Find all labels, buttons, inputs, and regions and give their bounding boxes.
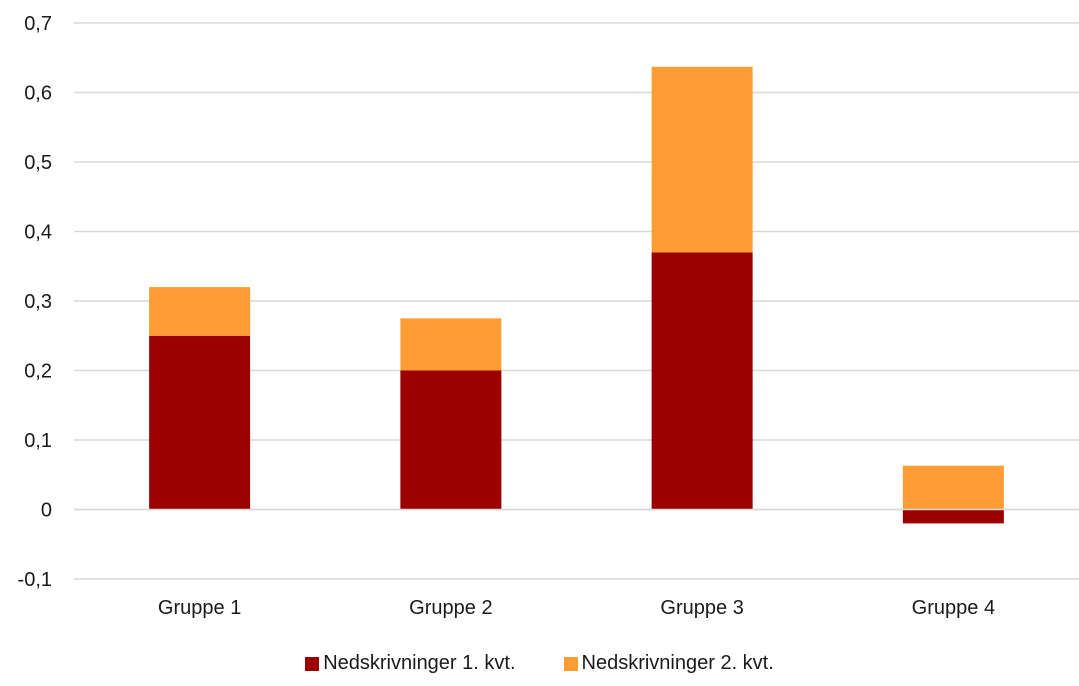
x-tick-label: Gruppe 1 <box>158 597 241 619</box>
legend-item-series-1: Nedskrivninger 1. kvt. <box>305 652 516 675</box>
bar-segment-series-2-category-4 <box>902 465 1004 510</box>
legend-item-series-2: Nedskrivninger 2. kvt. <box>563 652 774 675</box>
legend-swatch-series-2 <box>563 656 578 671</box>
bar-segment-series-2-category-1 <box>149 287 251 336</box>
stacked-bar-chart: -0,100,10,20,30,40,50,60,7 Gruppe 1 Grupp… <box>18 13 1079 619</box>
y-tick-label: 0,5 <box>24 152 52 174</box>
bar-segment-series-1-category-3 <box>651 252 753 510</box>
y-tick-label: 0 <box>41 500 52 522</box>
x-tick-label: Gruppe 3 <box>660 597 743 619</box>
bar-segment-series-1-category-2 <box>400 370 502 510</box>
bar-segment-series-2-category-2 <box>400 318 502 371</box>
y-tick-label: 0,4 <box>24 222 52 244</box>
y-tick-label: 0,7 <box>24 13 52 35</box>
x-tick-label: Gruppe 4 <box>912 597 995 619</box>
bars <box>74 66 1079 524</box>
legend-label-series-1: Nedskrivninger 1. kvt. <box>323 652 516 674</box>
y-tick-label: 0,2 <box>24 361 52 383</box>
x-tick-label: Gruppe 2 <box>409 597 492 619</box>
y-axis-labels: -0,1 0 0,1 0,2 0,3 0,4 0,5 0,6 0,7 <box>18 13 52 591</box>
bar-segment-series-2-category-3 <box>651 66 753 253</box>
legend: Nedskrivninger 1. kvt. Nedskrivninger 2.… <box>0 652 1079 675</box>
x-axis-labels: Gruppe 1 Gruppe 2 Gruppe 3 Gruppe 4 <box>158 597 995 619</box>
legend-swatch-series-1 <box>305 656 320 671</box>
legend-label-series-2: Nedskrivninger 2. kvt. <box>581 652 774 674</box>
y-tick-label: 0,3 <box>24 291 52 313</box>
y-tick-label: 0,1 <box>24 430 52 452</box>
bar-segment-series-1-category-1 <box>149 335 251 510</box>
y-tick-label: 0,6 <box>24 83 52 105</box>
y-tick-label: -0,1 <box>18 569 52 591</box>
bar-segment-series-1-category-4 <box>902 509 1004 524</box>
